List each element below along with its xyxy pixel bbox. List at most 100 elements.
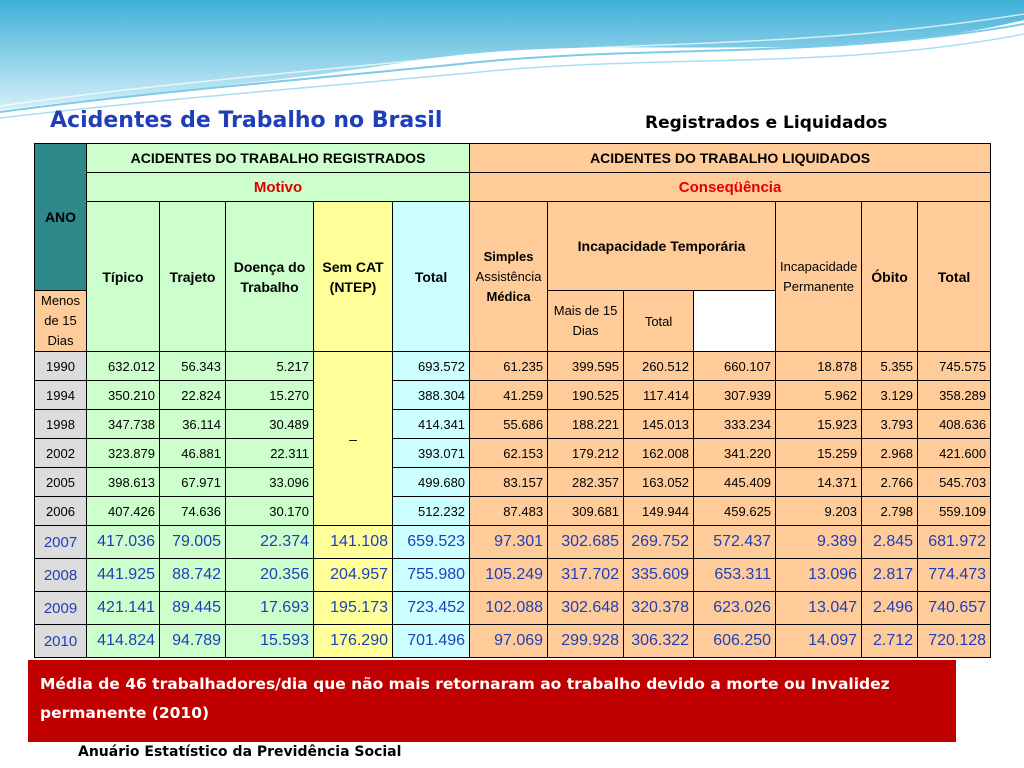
value-cell: 195.173 xyxy=(313,591,393,625)
value-cell: 94.789 xyxy=(159,624,226,658)
header-liquidados: ACIDENTES DO TRABALHO LIQUIDADOS xyxy=(469,143,992,173)
year-cell: 2010 xyxy=(34,624,87,658)
value-cell: 341.220 xyxy=(693,438,777,468)
value-cell: 30.489 xyxy=(225,409,314,439)
header-ano: ANO xyxy=(34,143,87,291)
value-cell: 407.426 xyxy=(86,496,160,526)
value-cell: 149.944 xyxy=(623,496,695,526)
value-cell: 417.036 xyxy=(86,525,160,559)
value-cell: 33.096 xyxy=(225,467,314,497)
value-cell: 141.108 xyxy=(313,525,393,559)
table-row: 2010 414.824 94.789 15.593 176.290 701.496 97.… xyxy=(34,624,992,658)
value-cell: 83.157 xyxy=(469,467,549,497)
value-cell: 13.096 xyxy=(775,558,863,592)
year-cell: 2002 xyxy=(34,438,87,468)
col-incapacidade-permanente: Incapacidade Permanente xyxy=(775,201,863,352)
value-cell: 659.523 xyxy=(391,525,471,559)
col-total-temporaria: Total xyxy=(623,290,695,352)
value-cell: 408.636 xyxy=(917,409,992,439)
value-cell: 163.052 xyxy=(623,467,695,497)
page-title: Acidentes de Trabalho no Brasil xyxy=(50,108,443,133)
col-obito: Óbito xyxy=(861,201,919,352)
value-cell: 623.026 xyxy=(693,591,777,625)
value-cell: 693.572 xyxy=(391,351,471,381)
value-cell: 5.355 xyxy=(861,351,919,381)
value-cell: 701.496 xyxy=(391,624,471,658)
value-cell: 30.170 xyxy=(225,496,314,526)
value-cell: 74.636 xyxy=(159,496,226,526)
value-cell: 62.153 xyxy=(469,438,549,468)
value-cell: 3.129 xyxy=(861,380,919,410)
value-cell: 87.483 xyxy=(469,496,549,526)
col-tipico: Típico xyxy=(86,201,160,352)
value-cell: 282.357 xyxy=(547,467,625,497)
value-cell: 335.609 xyxy=(623,558,695,592)
value-cell: 317.702 xyxy=(547,558,625,592)
value-cell: 2.496 xyxy=(861,591,919,625)
value-cell: 414.824 xyxy=(86,624,160,658)
table-row: 2007 417.036 79.005 22.374 141.108 659.523 97.… xyxy=(34,525,992,559)
value-cell: 306.322 xyxy=(623,624,695,658)
page-subtitle: Registrados e Liquidados xyxy=(645,113,888,133)
value-cell: 97.069 xyxy=(469,624,549,658)
table-row: 1990 632.012 56.343 5.217–693.572 61.235 399.… xyxy=(34,351,992,526)
year-cell: 1990 xyxy=(34,351,87,381)
value-cell: 117.414 xyxy=(623,380,695,410)
col-doenca-trabalho: Doença do Trabalho xyxy=(225,201,314,352)
value-cell: 269.752 xyxy=(623,525,695,559)
value-cell: 17.693 xyxy=(225,591,314,625)
table-row: 2005 398.613 67.971 33.096 499.680 83.157 282.… xyxy=(34,467,992,497)
table-row: 1994 350.210 22.824 15.270 388.304 41.259 190.… xyxy=(34,380,992,410)
value-cell: 41.259 xyxy=(469,380,549,410)
value-cell: 15.259 xyxy=(775,438,863,468)
value-cell: 61.235 xyxy=(469,351,549,381)
value-cell: 46.881 xyxy=(159,438,226,468)
value-cell: 393.071 xyxy=(391,438,471,468)
value-cell: 2.845 xyxy=(861,525,919,559)
value-cell: 720.128 xyxy=(917,624,992,658)
value-cell: 14.097 xyxy=(775,624,863,658)
year-cell: 1998 xyxy=(34,409,87,439)
value-cell: 260.512 xyxy=(623,351,695,381)
header-registrados: ACIDENTES DO TRABALHO REGISTRADOS xyxy=(85,143,471,173)
value-cell: 162.008 xyxy=(623,438,695,468)
value-cell: 740.657 xyxy=(917,591,992,625)
value-cell: 333.234 xyxy=(693,409,777,439)
col-trajeto: Trajeto xyxy=(159,201,226,352)
value-cell: 299.928 xyxy=(547,624,625,658)
value-cell: 421.141 xyxy=(86,591,160,625)
value-cell: 5.962 xyxy=(775,380,863,410)
value-cell: 3.793 xyxy=(861,409,919,439)
value-cell: 681.972 xyxy=(917,525,992,559)
value-cell: 445.409 xyxy=(693,467,777,497)
value-cell: 15.593 xyxy=(225,624,314,658)
value-cell: 499.680 xyxy=(391,467,471,497)
col-incapacidade-temporaria: Incapacidade Temporária xyxy=(547,201,777,291)
value-cell: 20.356 xyxy=(225,558,314,592)
value-cell: 105.249 xyxy=(469,558,549,592)
table-row: 2008 441.925 88.742 20.356 204.957 755.980 105… xyxy=(34,558,992,592)
value-cell: 22.824 xyxy=(159,380,226,410)
value-cell: 2.766 xyxy=(861,467,919,497)
value-cell: 5.217 xyxy=(225,351,314,381)
value-cell: 512.232 xyxy=(391,496,471,526)
value-cell: 9.203 xyxy=(775,496,863,526)
value-cell: 606.250 xyxy=(693,624,777,658)
note-box: Média de 46 trabalhadores/dia que não ma… xyxy=(28,660,956,742)
value-cell: 755.980 xyxy=(391,558,471,592)
value-cell: 18.878 xyxy=(775,351,863,381)
value-cell: 179.212 xyxy=(547,438,625,468)
value-cell: 320.378 xyxy=(623,591,695,625)
value-cell: 2.817 xyxy=(861,558,919,592)
year-cell: 1994 xyxy=(34,380,87,410)
value-cell: 204.957 xyxy=(313,558,393,592)
value-cell: 88.742 xyxy=(159,558,226,592)
source-caption: Anuário Estatístico da Previdência Socia… xyxy=(78,744,402,760)
simples-label-1: Simples xyxy=(483,248,534,264)
value-cell: 723.452 xyxy=(391,591,471,625)
table-row: 2002 323.879 46.881 22.311 393.071 62.153 179.… xyxy=(34,438,992,468)
value-cell: 145.013 xyxy=(623,409,695,439)
value-cell: 67.971 xyxy=(159,467,226,497)
sem-cat-dash: – xyxy=(313,351,393,526)
col-menos-15-dias: Menos de 15 Dias xyxy=(34,290,87,352)
